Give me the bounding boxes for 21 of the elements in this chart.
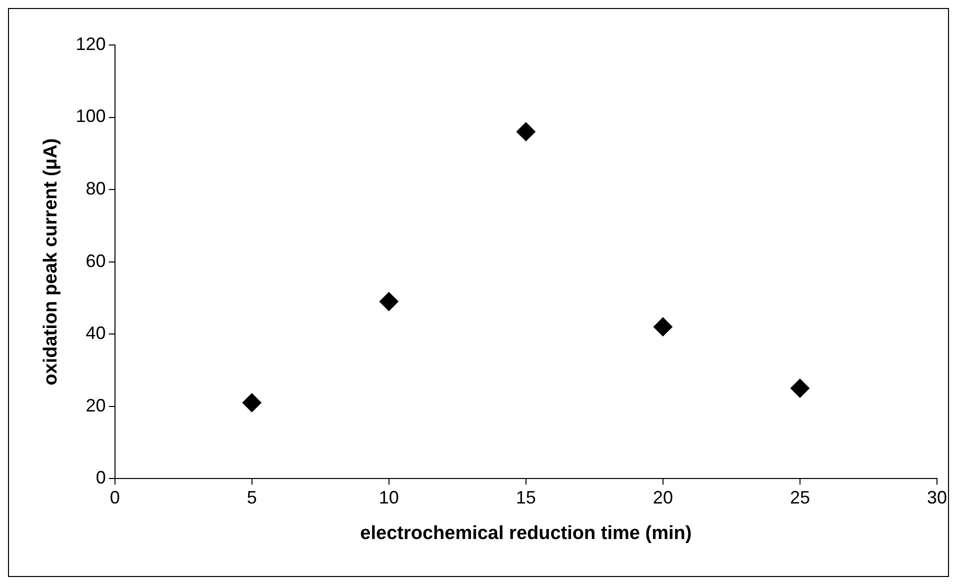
y-tick-label: 40 <box>86 323 106 344</box>
x-tick-label: 25 <box>790 487 810 508</box>
y-tick-label: 120 <box>76 34 106 54</box>
point <box>242 393 262 412</box>
point <box>516 122 536 142</box>
point <box>379 292 398 312</box>
y-tick-label: 0 <box>96 468 106 488</box>
x-tick-label: 20 <box>652 487 673 508</box>
x-tick-label: 0 <box>110 487 120 508</box>
y-tick-label: 60 <box>86 250 106 271</box>
y-tick-label: 20 <box>86 395 106 416</box>
point <box>653 317 672 336</box>
y-tick-label: 100 <box>76 106 106 126</box>
x-tick-label: 10 <box>378 487 399 508</box>
y-axis-title: oxidation peak current (μA) <box>40 138 62 386</box>
point <box>790 378 810 398</box>
x-tick-label: 30 <box>926 487 948 508</box>
x-tick-label: 5 <box>246 487 257 508</box>
x-tick-label: 15 <box>516 487 536 508</box>
y-tick-label: 80 <box>86 178 106 198</box>
x-axis-title: electrochemical reduction time (min) <box>360 522 692 544</box>
